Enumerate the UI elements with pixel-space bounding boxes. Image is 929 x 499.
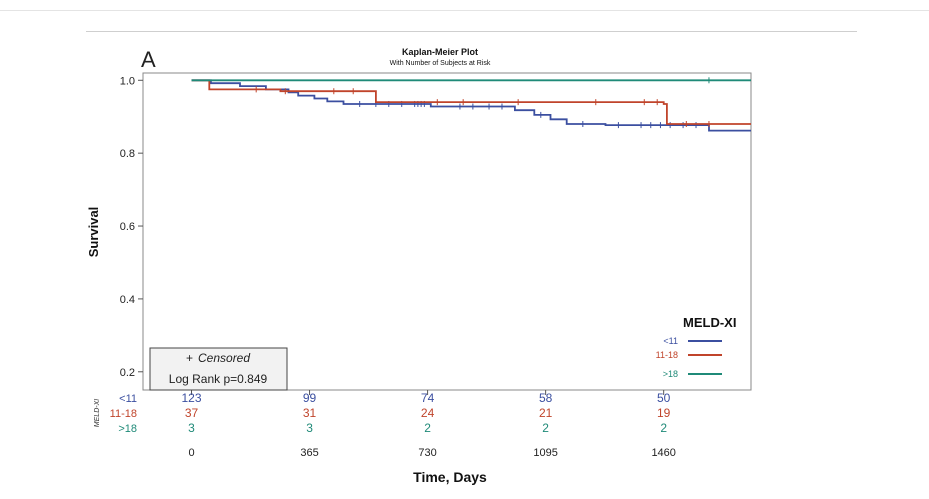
survival-curve-1 bbox=[191, 79, 751, 125]
y-tick-label: 0.2 bbox=[120, 367, 135, 379]
risk-count: 123 bbox=[181, 391, 201, 405]
top-divider bbox=[0, 10, 929, 11]
legend-label-lt11: <11 bbox=[663, 336, 678, 346]
legend-label-11-18: 11-18 bbox=[656, 350, 678, 360]
x-tick-label: 0 bbox=[188, 447, 194, 459]
risk-table: <11 123 99 74 58 50 11-18 37 31 24 21 19 >18 3 3 2 2 2 bbox=[110, 391, 671, 435]
y-axis-label: Survival bbox=[86, 207, 101, 258]
risk-count: 58 bbox=[539, 391, 553, 405]
y-tick-label: 0.8 bbox=[120, 148, 135, 160]
survival-curve-0 bbox=[191, 79, 751, 132]
risk-count: 19 bbox=[657, 406, 671, 420]
x-tick-label: 1460 bbox=[651, 447, 675, 459]
risk-count: 50 bbox=[657, 391, 671, 405]
risk-table-side-label: MELD-XI bbox=[94, 399, 101, 427]
risk-count: 31 bbox=[303, 406, 317, 420]
logrank-label: Log Rank p=0.849 bbox=[169, 372, 268, 386]
risk-count: 2 bbox=[542, 421, 549, 435]
y-tick-label: 0.4 bbox=[120, 294, 135, 306]
risk-row-label: >18 bbox=[118, 423, 137, 435]
risk-row-label: 11-18 bbox=[110, 408, 137, 420]
censored-symbol: + bbox=[186, 351, 193, 365]
legend: MELD-XI <11 11-18 >18 bbox=[656, 315, 737, 379]
x-tick-label: 730 bbox=[418, 447, 436, 459]
panel-letter: A bbox=[141, 47, 156, 72]
y-tick-label: 1.0 bbox=[120, 75, 135, 87]
figure-divider bbox=[86, 31, 857, 32]
chart-title: Kaplan-Meier Plot bbox=[402, 47, 478, 57]
censored-label: Censored bbox=[198, 351, 250, 365]
legend-title: MELD-XI bbox=[683, 315, 736, 330]
risk-count: 24 bbox=[421, 406, 435, 420]
plot-frame bbox=[142, 72, 752, 391]
y-tick-label: 0.6 bbox=[120, 221, 135, 233]
stats-box: + Censored Log Rank p=0.849 bbox=[149, 347, 288, 391]
stats-box-frame bbox=[149, 347, 288, 391]
risk-count: 3 bbox=[188, 421, 195, 435]
x-axis-label: Time, Days bbox=[413, 469, 487, 485]
risk-count: 21 bbox=[539, 406, 553, 420]
risk-count: 37 bbox=[185, 406, 199, 420]
risk-count: 99 bbox=[303, 391, 317, 405]
risk-count: 2 bbox=[660, 421, 667, 435]
risk-count: 74 bbox=[421, 391, 435, 405]
x-tick-label: 365 bbox=[300, 447, 318, 459]
chart-subtitle: With Number of Subjects at Risk bbox=[390, 60, 491, 67]
risk-row-label: <11 bbox=[119, 393, 137, 405]
x-tick-label: 1095 bbox=[533, 447, 557, 459]
risk-count: 3 bbox=[306, 421, 313, 435]
risk-count: 2 bbox=[424, 421, 431, 435]
legend-label-gt18: >18 bbox=[663, 369, 678, 379]
